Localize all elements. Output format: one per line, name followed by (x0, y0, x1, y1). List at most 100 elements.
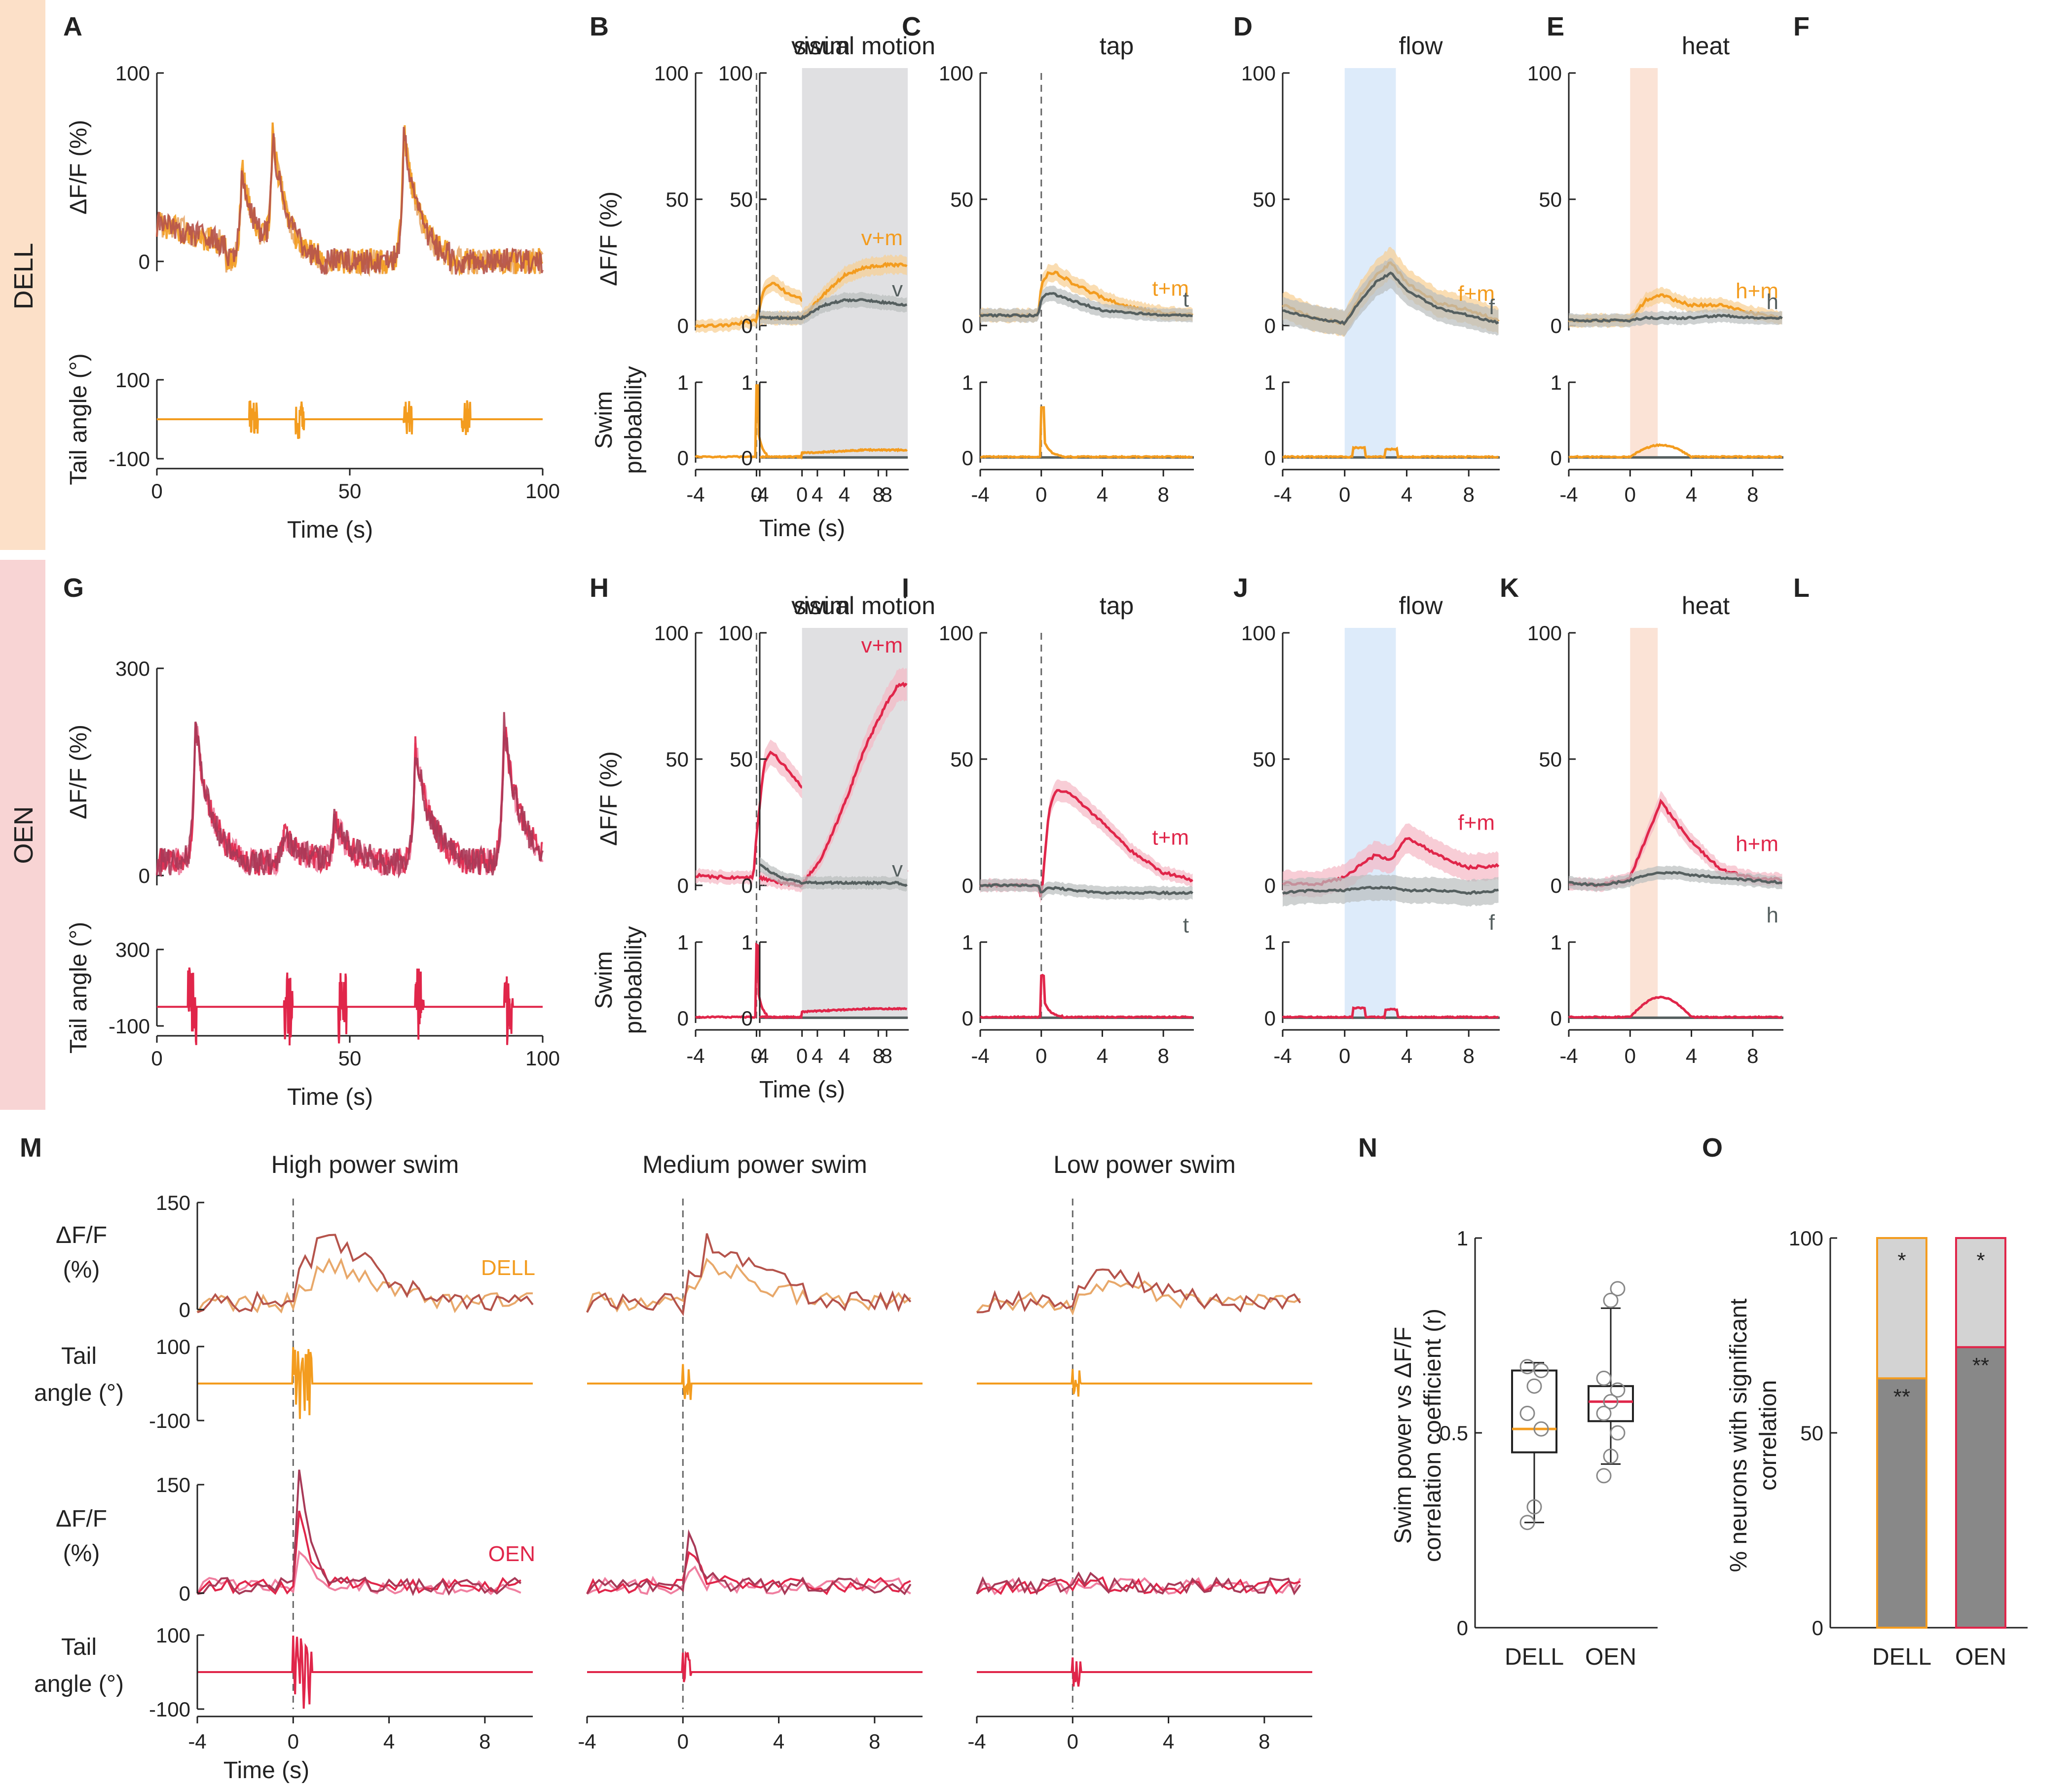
oen-side-label: OEN (9, 806, 38, 864)
box-OEN (1588, 1385, 1634, 1422)
x-tick-label: 4 (1097, 1044, 1108, 1067)
y-tick-label: 150 (156, 1191, 190, 1214)
x-tick-label: 8 (1157, 1044, 1169, 1067)
x-tick-label: 4 (839, 483, 850, 506)
panel-title: tap (1100, 32, 1134, 60)
data-point (1519, 1359, 1535, 1375)
x-tick-label: 0 (288, 1730, 299, 1753)
m-trace (976, 1577, 1301, 1596)
data-point (1603, 1292, 1619, 1308)
data-point (1596, 1406, 1612, 1421)
series-line-h (1568, 313, 1783, 323)
y-tick-label: 50 (666, 188, 689, 211)
y-tick-label: 50 (1253, 748, 1276, 771)
y-tick-label: 100 (654, 621, 689, 645)
trace-3 (156, 712, 544, 879)
y-tick-label: 1 (1264, 371, 1276, 394)
x-tick-label: 0 (151, 1047, 162, 1070)
x-category-label: DELL (1505, 1644, 1564, 1670)
x-tick-label: 4 (812, 483, 823, 506)
y-tick-label: 1 (962, 931, 973, 954)
bar-label-double-star: ** (1893, 1385, 1910, 1409)
label-t: t (1183, 913, 1189, 937)
y-tick-label: 50 (730, 188, 753, 211)
x-category-label: OEN (1585, 1644, 1636, 1670)
y-tick-label: 0 (1551, 874, 1562, 897)
swim-prob-line (1282, 445, 1499, 459)
label-v: v (892, 277, 903, 301)
y-tick-label: 100 (115, 368, 150, 392)
y-tick-label: 1 (677, 371, 689, 394)
x-tick-label: 8 (1747, 483, 1758, 506)
y-tick-label: 0 (962, 314, 973, 337)
series-line-t (979, 292, 1193, 318)
x-tick-label: 8 (1463, 1044, 1474, 1067)
panel-label-E: E (1547, 12, 1564, 41)
y-tick-label: 100 (1527, 621, 1562, 645)
x-label: Time (s) (223, 1757, 309, 1784)
panel-label-A: A (63, 12, 82, 41)
label-f: f (1489, 911, 1495, 935)
label-v: v (892, 857, 903, 881)
y-tick-label: 0 (677, 446, 689, 470)
x-tick-label: 0 (677, 1730, 689, 1753)
panel-title: tap (1100, 592, 1134, 620)
panel-title: heat (1682, 592, 1730, 620)
x-tick-label: 0 (796, 483, 808, 506)
panel-M-medium: Medium power swim -4 0 4 8 (578, 1151, 923, 1753)
stimulus-band (1630, 68, 1658, 459)
x-tick-label: -4 (1559, 1044, 1578, 1067)
label-tm: t+m (1152, 826, 1189, 850)
y-tick-label: 300 (115, 657, 150, 680)
panel-label-M: M (20, 1133, 42, 1163)
x-tick-label: 4 (773, 1730, 784, 1753)
x-tick-label: 0 (1036, 1044, 1047, 1067)
panel-label-D: D (1233, 12, 1253, 41)
y-tick-label: 50 (950, 748, 973, 771)
y-tick-label: 100 (1789, 1227, 1823, 1250)
x-tick-label: 50 (338, 1047, 362, 1070)
y-tick-label: -100 (109, 1015, 150, 1038)
sem-band-h+m (1569, 791, 1782, 893)
panel-K: flow 0 50 100 0 1 -4 0 4 8 f+m f (1241, 592, 1500, 1067)
y-tick-label: 0 (1264, 314, 1276, 337)
m-tail-trace (197, 1347, 533, 1419)
x-tick-label: 0 (796, 1044, 808, 1067)
x-tick-label: 0 (751, 1044, 762, 1067)
y-tick-label: 0 (1457, 1616, 1468, 1640)
data-point (1596, 1468, 1612, 1484)
data-point (1519, 1515, 1535, 1531)
label-t: t (1183, 288, 1189, 312)
y-tick-label: -100 (149, 1409, 190, 1432)
y-tick-label: 0 (962, 874, 973, 897)
panel-D: tap 0 50 100 0 1 -4 0 4 8 t+mt (939, 32, 1194, 506)
m-tail-trace (197, 1636, 533, 1709)
label-hm: h+m (1736, 832, 1778, 856)
panel-label-I: I (902, 573, 909, 603)
y-label-dff: ΔF/F (%) (596, 191, 622, 286)
bar-label-double-star: ** (1972, 1353, 1989, 1378)
y-label-dff: ΔF/F (%) (66, 120, 92, 215)
x-tick-label: 4 (812, 1044, 823, 1067)
y-tick-label: 0 (741, 1007, 753, 1030)
data-point (1610, 1281, 1626, 1297)
x-label: Time (s) (287, 517, 373, 543)
m-tail-trace (977, 1657, 1312, 1687)
sem-band-v+m (760, 667, 907, 893)
swim-prob-line (1568, 995, 1783, 1020)
x-tick-label: 0 (1625, 483, 1636, 506)
y-label-tail: Tail angle (°) (66, 353, 92, 485)
data-point (1519, 1406, 1535, 1421)
panel-N: 0 0.5 1 DELL OEN Swim power vs ΔF/F correlatio… (1390, 1227, 1658, 1670)
x-tick-label: 0 (151, 479, 162, 503)
label-tm: t+m (1152, 277, 1189, 301)
y-tick-label: 0 (1551, 446, 1562, 470)
panel-L: heat 0 50 100 0 1 -4 0 4 8 h+m h (1527, 592, 1783, 1067)
y-label-tail: Tail angle (°) (66, 922, 92, 1054)
bar-label-star: * (1897, 1248, 1906, 1273)
x-tick-label: 4 (383, 1730, 395, 1753)
y-tick-label: 50 (1253, 188, 1276, 211)
m-trace (976, 1279, 1301, 1316)
m-ylabel-tail-2: angle (°) (34, 1671, 124, 1697)
o-ylabel-1: % neurons with significant (1726, 1299, 1752, 1572)
